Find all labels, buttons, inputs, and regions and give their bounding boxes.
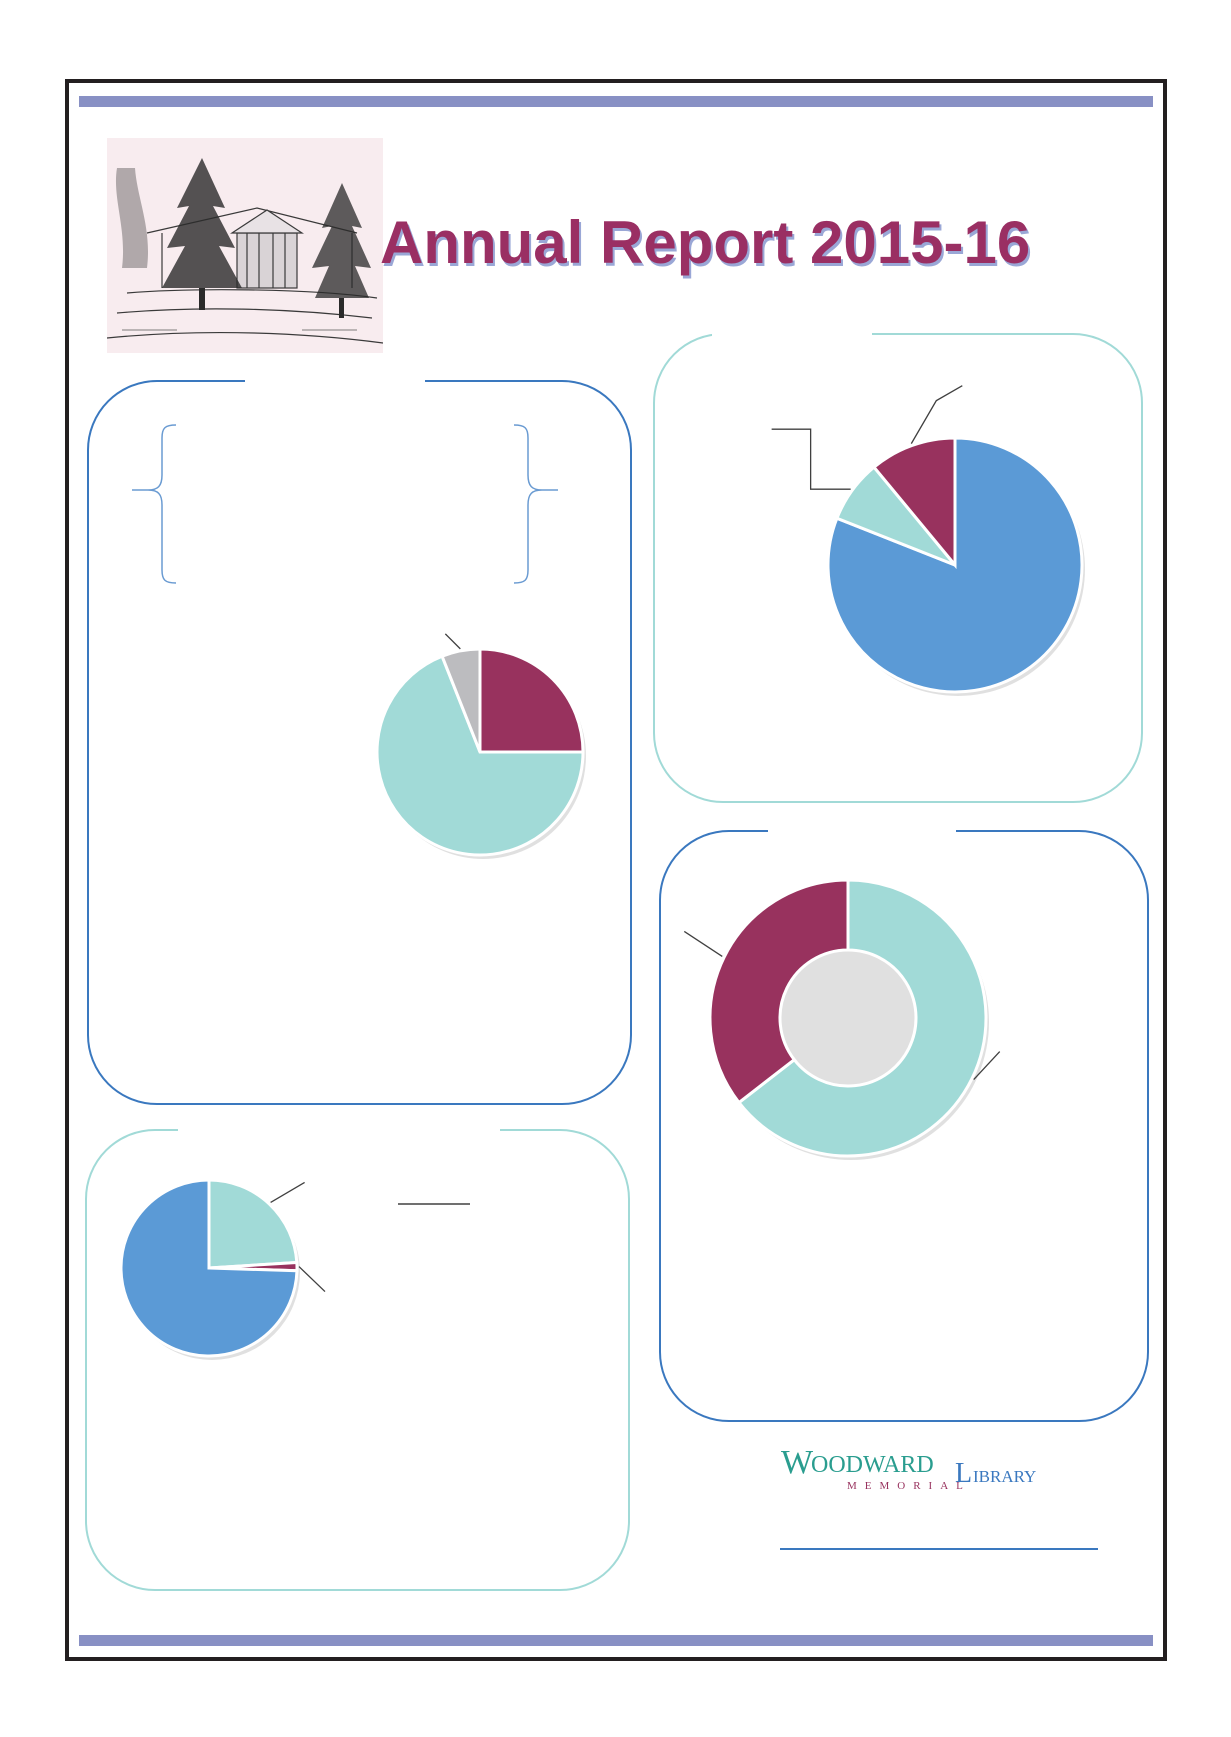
donut-slice-2 xyxy=(708,878,850,1105)
pie-slice-3 xyxy=(871,436,957,570)
pie-slice-1 xyxy=(826,436,1084,694)
leader-line-2 xyxy=(771,428,851,490)
signature-line xyxy=(780,1548,1098,1550)
pie-chart-bottom-left xyxy=(119,1178,470,1360)
panel-top-left-heading-gap xyxy=(245,377,425,383)
pie-slice-3 xyxy=(119,1178,299,1358)
leader-line-2 xyxy=(298,1266,326,1293)
logo-word-library: IBRARY xyxy=(973,1467,1037,1486)
donut-slice-1 xyxy=(736,878,988,1158)
pie-slice-2 xyxy=(375,654,585,857)
page-frame xyxy=(65,79,1167,1661)
donut-chart-middle-right xyxy=(683,878,1001,1160)
pie-slice-3 xyxy=(440,647,482,753)
woodward-memorial-library-logo: W OODWARD MEMORIAL L IBRARY xyxy=(775,1440,1055,1492)
leader-line-1 xyxy=(910,385,963,444)
pie-slice-1 xyxy=(207,1178,299,1270)
leader-line-1 xyxy=(973,1051,1001,1081)
leader-line-1 xyxy=(270,1181,305,1203)
leader-line-2 xyxy=(683,930,723,957)
page-title: Annual Report 2015-16 xyxy=(380,209,1031,276)
curly-brackets xyxy=(132,424,558,584)
library-sketch-image xyxy=(107,138,383,353)
logo-initial-w: W xyxy=(781,1444,814,1481)
bottom-decorative-bar xyxy=(79,1635,1153,1646)
panel-top-right-heading-gap xyxy=(712,330,872,336)
panel-top-right xyxy=(653,333,1143,803)
top-decorative-bar xyxy=(79,96,1153,107)
logo-word-memorial: MEMORIAL xyxy=(847,1480,971,1492)
pie-slice-1 xyxy=(478,647,585,754)
leader-line-1 xyxy=(444,633,461,650)
pie-chart-top-right xyxy=(771,385,1085,696)
logo-initial-l: L xyxy=(955,1458,973,1489)
pie-chart-top-left xyxy=(375,633,586,859)
panel-middle-right-heading-gap xyxy=(768,827,956,833)
logo-word-woodward: OODWARD xyxy=(811,1452,934,1478)
panel-bottom-left-heading-gap xyxy=(178,1126,500,1132)
